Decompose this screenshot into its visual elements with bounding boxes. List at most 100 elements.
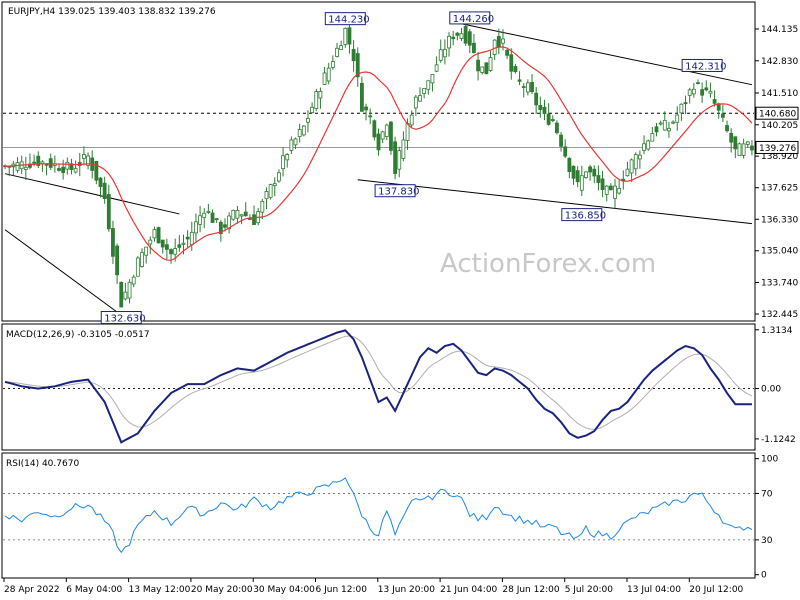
candle-body bbox=[538, 105, 543, 110]
rsi-panel: 100 70 30 0 bbox=[3, 455, 778, 581]
candle-body bbox=[189, 231, 194, 246]
candle-body bbox=[642, 143, 646, 151]
candle-body bbox=[372, 120, 377, 138]
candle-body bbox=[438, 49, 443, 61]
candle-body bbox=[629, 159, 634, 174]
candle-body bbox=[434, 64, 439, 72]
candle-body bbox=[181, 242, 186, 245]
candle-body bbox=[127, 281, 132, 299]
macd-signal-line bbox=[5, 335, 753, 430]
macd-panel: 1.3134 0.00 -1.1242 bbox=[3, 326, 796, 445]
macd-tick-label: 0.00 bbox=[761, 385, 781, 395]
candle-body bbox=[476, 59, 480, 72]
candle-body bbox=[604, 185, 609, 195]
time-axis-label: 13 Jun 20:00 bbox=[378, 585, 435, 595]
candle-body bbox=[430, 74, 435, 84]
candle-body bbox=[148, 239, 153, 245]
candle-body bbox=[467, 31, 472, 46]
time-axis-label: 28 Jun 12:00 bbox=[502, 585, 559, 595]
candle-body bbox=[214, 218, 219, 221]
candle-body bbox=[32, 161, 37, 164]
candle-body bbox=[210, 212, 215, 223]
trendline bbox=[357, 179, 752, 225]
candle-body bbox=[704, 87, 709, 91]
candle-body bbox=[44, 163, 49, 166]
candle-body bbox=[675, 114, 680, 123]
candle-body bbox=[633, 154, 638, 170]
candle-body bbox=[608, 185, 613, 191]
price-tick-label: 135.040 bbox=[761, 247, 798, 257]
rsi-tick-label: 0 bbox=[761, 571, 767, 581]
candle-body bbox=[712, 99, 717, 104]
candle-body bbox=[447, 35, 451, 49]
candle-body bbox=[135, 257, 140, 277]
rsi-tick-label: 100 bbox=[761, 455, 778, 465]
candle-body bbox=[198, 215, 202, 225]
candle-body bbox=[376, 133, 381, 151]
candle-body bbox=[613, 185, 617, 199]
swing-label-box bbox=[374, 184, 416, 198]
candle-body bbox=[264, 191, 269, 200]
time-axis: 28 Apr 2022 6 May 04:00 13 May 12:00 20 May… bbox=[3, 578, 744, 595]
candle-body bbox=[683, 102, 688, 105]
candle-body bbox=[617, 187, 622, 194]
candle-body bbox=[339, 45, 344, 50]
candle-body bbox=[596, 175, 601, 183]
candle-body bbox=[239, 214, 244, 217]
candle-body bbox=[550, 119, 555, 121]
candle-body bbox=[584, 171, 588, 178]
candle-body bbox=[588, 166, 593, 173]
candle-body bbox=[750, 145, 754, 151]
candle-body bbox=[380, 131, 385, 140]
candle-body bbox=[156, 227, 161, 244]
candle-body bbox=[662, 119, 667, 131]
candle-body bbox=[384, 124, 389, 137]
macd-tick-label: 1.3134 bbox=[761, 326, 793, 336]
candle-body bbox=[679, 103, 684, 114]
candle-body bbox=[289, 139, 294, 151]
macd-line bbox=[4, 329, 752, 444]
candle-body bbox=[160, 239, 165, 248]
candle-body bbox=[252, 214, 256, 225]
candle-body bbox=[194, 221, 198, 234]
candle-body bbox=[61, 166, 66, 173]
candle-body bbox=[542, 106, 547, 114]
candle-body bbox=[106, 194, 111, 230]
time-axis-label: 30 May 04:00 bbox=[253, 585, 315, 595]
swing-label-box bbox=[561, 208, 603, 222]
swing-label: 144.230 bbox=[328, 15, 369, 26]
candle-body bbox=[368, 115, 373, 118]
price-tick-label: 141.510 bbox=[761, 89, 798, 99]
price-panel: 144.135 142.830 141.510 140.205 138.920 137.6… bbox=[3, 11, 799, 325]
price-panel-frame bbox=[1, 1, 756, 322]
candle-body bbox=[687, 89, 692, 96]
candle-body bbox=[463, 26, 468, 44]
time-axis-label: 28 Apr 2022 bbox=[4, 585, 60, 595]
candle-body bbox=[459, 33, 464, 39]
candle-body bbox=[725, 125, 729, 132]
candle-body bbox=[509, 54, 514, 72]
candle-body bbox=[575, 170, 580, 183]
swing-label: 144.260 bbox=[453, 14, 494, 25]
candle-body bbox=[525, 82, 530, 93]
swing-label: 132.630 bbox=[104, 314, 145, 325]
candle-body bbox=[314, 91, 319, 109]
candle-body bbox=[169, 249, 173, 255]
candle-body bbox=[654, 126, 659, 133]
candle-body bbox=[115, 245, 120, 276]
candle-body bbox=[546, 113, 551, 125]
time-axis-label: 6 May 04:00 bbox=[66, 585, 122, 595]
candle-body bbox=[235, 210, 240, 219]
candle-body bbox=[119, 281, 124, 308]
trendline bbox=[4, 229, 122, 316]
candle-body bbox=[488, 57, 493, 71]
candle-body bbox=[700, 89, 705, 96]
price-tick-label: 137.625 bbox=[761, 184, 798, 194]
swing-label-box bbox=[100, 311, 142, 325]
candle-body bbox=[202, 212, 207, 218]
candle-body bbox=[306, 118, 310, 123]
candle-body bbox=[23, 166, 28, 170]
candle-body bbox=[268, 184, 273, 198]
candle-body bbox=[144, 246, 149, 256]
candle-body bbox=[15, 162, 20, 171]
